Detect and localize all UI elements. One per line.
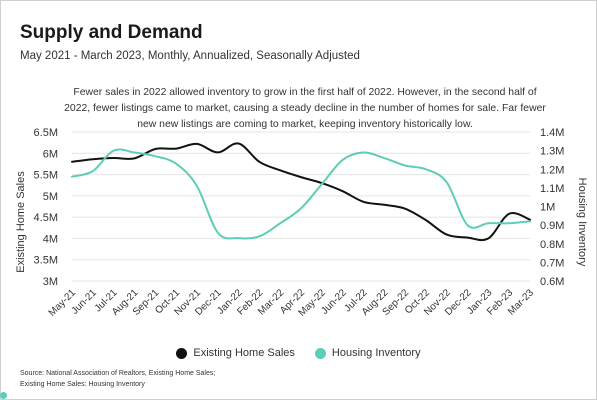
chart-subtitle: May 2021 - March 2023, Monthly, Annualiz… [20,50,360,62]
source-line-1: Source: National Association of Realtors… [20,370,216,377]
chart-annotation: Fewer sales in 2022 allowed inventory to… [64,87,546,130]
y-tick-left: 4.5M [34,212,58,224]
y-tick-right: 0.7M [540,257,564,269]
legend-item-inventory: Housing Inventory [314,347,421,359]
corner-accent-dot [0,392,7,399]
y-tick-right: 0.9M [540,220,564,232]
series-line-housing-inventory [71,148,531,240]
chart-title: Supply and Demand [20,22,203,43]
y-tick-left: 5.5M [34,170,58,182]
y-tick-right: 0.6M [540,276,564,288]
legend-label-inventory: Housing Inventory [331,347,421,359]
y-tick-left: 3.5M [34,255,58,267]
legend-swatch-sales [176,347,188,359]
series-line-existing-home-sales [71,142,531,242]
legend-label-sales: Existing Home Sales [193,347,295,359]
legend: Existing Home Sales Housing Inventory [0,347,597,359]
y-tick-left: 6.5M [34,127,58,139]
y-tick-right: 1.3M [540,146,564,158]
y-tick-left: 3M [43,276,58,288]
y-tick-right: 1.4M [540,127,564,139]
y-tick-left: 5M [43,191,58,203]
y-tick-left: 4M [43,233,58,245]
y-tick-right: 0.8M [540,239,564,251]
y-tick-right: 1M [540,202,555,214]
legend-item-sales: Existing Home Sales [176,347,295,359]
y-tick-left: 6M [43,148,58,160]
legend-swatch-inventory [314,347,326,359]
y-tick-right: 1.2M [540,164,564,176]
source-note: Source: National Association of Realtors… [20,368,215,390]
source-line-2: Existing Home Sales: Housing Inventory [20,381,145,388]
y-tick-right: 1.1M [540,183,564,195]
